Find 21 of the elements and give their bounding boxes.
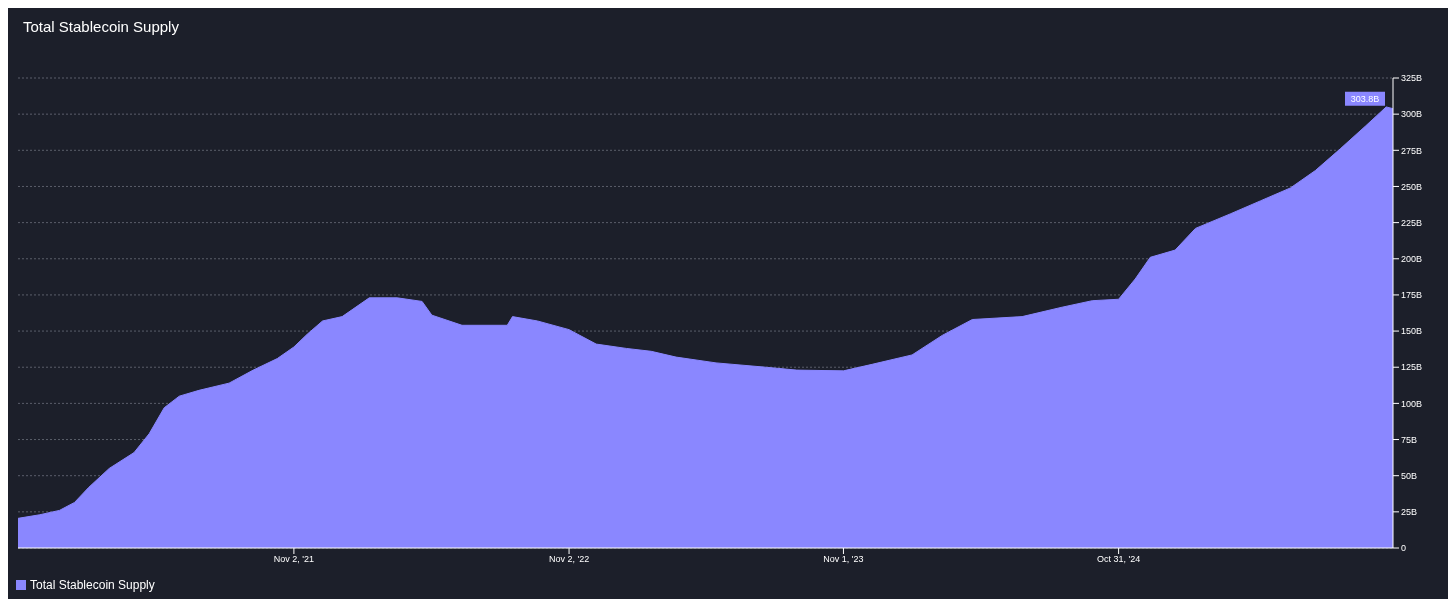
chart-title: Total Stablecoin Supply [22, 17, 180, 37]
y-tick-label: 150B [1401, 326, 1423, 337]
y-tick-label: 50B [1401, 470, 1418, 481]
y-tick-label: 25B [1401, 507, 1418, 518]
y-tick-label: 75B [1401, 434, 1418, 445]
y-tick-label: 200B [1401, 253, 1423, 264]
x-tick-label: Oct 31, '24 [1096, 554, 1141, 565]
annotation: 303.8B [1350, 93, 1380, 104]
x-tick-label: Nov 2, '22 [548, 554, 590, 565]
x-tick-label: Nov 2, '21 [273, 554, 315, 565]
y-tick-label: 100B [1401, 398, 1423, 409]
y-tick-label: 0 [1401, 543, 1407, 554]
y-tick-label: 125B [1401, 362, 1423, 373]
y-tick-label: 300B [1401, 109, 1423, 120]
x-tick-label: Nov 1, '23 [823, 554, 864, 565]
legend-label: Total Stablecoin Supply [30, 578, 155, 592]
y-tick-label: 325B [1401, 73, 1423, 84]
y-tick-label: 225B [1401, 217, 1423, 228]
y-tick-label: 250B [1401, 181, 1423, 192]
y-tick-label: 275B [1401, 145, 1423, 156]
y-tick-label: 175B [1401, 290, 1423, 301]
